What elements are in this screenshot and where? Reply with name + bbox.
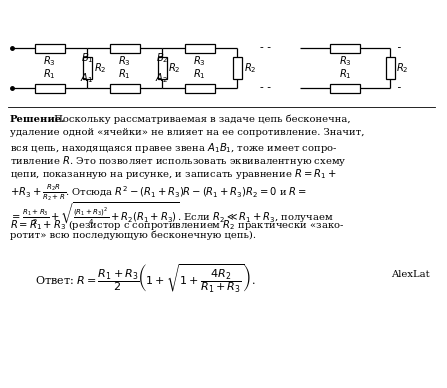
Text: $R_2$: $R_2$: [93, 61, 106, 75]
Text: Поскольку рассматриваемая в задаче цепь бесконечна,: Поскольку рассматриваемая в задаче цепь …: [51, 115, 350, 125]
Text: цепи, показанную на рисунке, и записать уравнение $R = R_1+$: цепи, показанную на рисунке, и записать …: [10, 167, 337, 181]
Text: $R_1$: $R_1$: [193, 68, 206, 81]
Text: $R_3$: $R_3$: [43, 54, 56, 68]
Text: Решение.: Решение.: [10, 115, 66, 124]
Text: Ответ: $R = \dfrac{R_1+R_3}{2}\!\left(1+\sqrt{1+\dfrac{4R_2}{R_1+R_3}}\right)$.: Ответ: $R = \dfrac{R_1+R_3}{2}\!\left(1+…: [35, 262, 256, 295]
Text: $R_2$: $R_2$: [396, 61, 409, 75]
Text: $R_3$: $R_3$: [118, 54, 131, 68]
Text: удаление одной «ячейки» не влияет на ее сопротивление. Значит,: удаление одной «ячейки» не влияет на ее …: [10, 128, 364, 137]
Bar: [83, 57, 92, 79]
Text: $A_1$: $A_1$: [80, 71, 93, 85]
Text: -: -: [394, 83, 401, 93]
Text: вся цепь, находящаяся правее звена $A_1B_1$, тоже имеет сопро-: вся цепь, находящаяся правее звена $A_1B…: [10, 141, 337, 155]
Bar: [34, 83, 64, 92]
Bar: [185, 43, 215, 52]
Text: $R_3$: $R_3$: [193, 54, 206, 68]
Text: $B_2$: $B_2$: [156, 51, 168, 65]
Text: - -: - -: [260, 83, 271, 93]
Text: $R_3$: $R_3$: [338, 54, 351, 68]
Text: тивление $R$. Это позволяет использовать эквивалентную схему: тивление $R$. Это позволяет использовать…: [10, 154, 346, 168]
Text: $+ R_3 + \frac{R_2 R}{R_2+R}$. Отсюда $R^2-(R_1+R_3)R-(R_1+R_3)R_2=0$ и $R=$: $+ R_3 + \frac{R_2 R}{R_2+R}$. Отсюда $R…: [10, 182, 307, 203]
Text: $R_1$: $R_1$: [118, 68, 131, 81]
Text: AlexLat: AlexLat: [392, 270, 430, 279]
Text: - -: - -: [260, 43, 271, 53]
Text: $R_2$: $R_2$: [244, 61, 256, 75]
Bar: [157, 57, 166, 79]
Bar: [330, 83, 360, 92]
Text: ротит» всю последующую бесконечную цепь).: ротит» всю последующую бесконечную цепь)…: [10, 231, 256, 241]
Text: $R_1$: $R_1$: [339, 68, 351, 81]
Text: $B_1$: $B_1$: [80, 51, 93, 65]
Bar: [232, 57, 241, 79]
Bar: [34, 43, 64, 52]
Text: $A_2$: $A_2$: [156, 71, 169, 85]
Bar: [110, 43, 139, 52]
Bar: [110, 83, 139, 92]
Bar: [330, 43, 360, 52]
Text: -: -: [394, 43, 401, 53]
Text: $R_2$: $R_2$: [169, 61, 181, 75]
Text: $R_1$: $R_1$: [43, 68, 56, 81]
Bar: [185, 83, 215, 92]
Text: $R = R_1+R_3$ (резистор с сопротивлением $R_2$ практически «зако-: $R = R_1+R_3$ (резистор с сопротивлением…: [10, 218, 344, 232]
Bar: [385, 57, 395, 79]
Text: $=\frac{R_1+R_3}{2}+\sqrt{\frac{(R_1+R_3)^2}{4}+R_2(R_1+R_3)}$. Если $R_2\ll R_1: $=\frac{R_1+R_3}{2}+\sqrt{\frac{(R_1+R_3…: [10, 200, 333, 227]
